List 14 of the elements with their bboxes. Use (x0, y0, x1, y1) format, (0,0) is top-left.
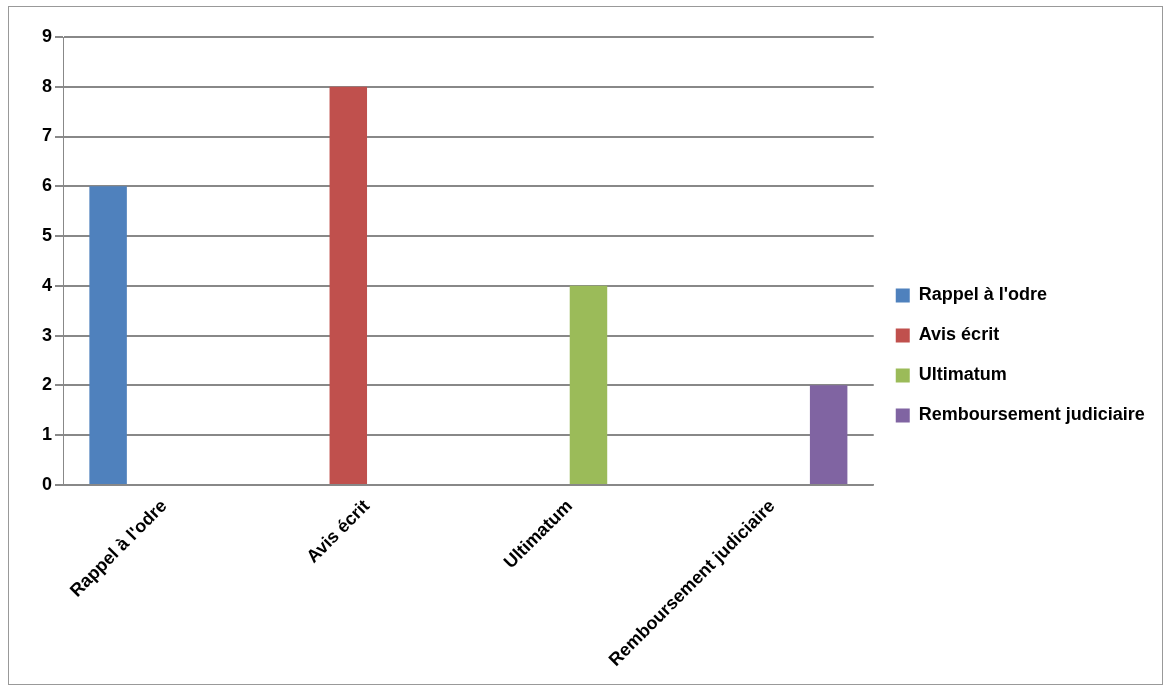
legend-label: Avis écrit (918, 324, 1000, 345)
y-tick-label: 0 (42, 473, 53, 494)
y-tick-label: 7 (42, 125, 53, 146)
legend-label: Rappel à l'odre (918, 284, 1048, 305)
y-tick-label: 9 (42, 25, 53, 46)
legend-label: Remboursement judiciaire (918, 404, 1145, 425)
y-tick-label: 1 (42, 424, 53, 445)
legend-label: Ultimatum (918, 364, 1007, 385)
y-tick-label: 6 (42, 175, 53, 196)
y-tick-label: 4 (42, 274, 53, 295)
y-tick-label: 5 (42, 225, 53, 246)
y-tick-label: 3 (42, 324, 53, 345)
y-tick-label: 8 (42, 75, 53, 96)
y-tick-label: 2 (42, 374, 53, 395)
